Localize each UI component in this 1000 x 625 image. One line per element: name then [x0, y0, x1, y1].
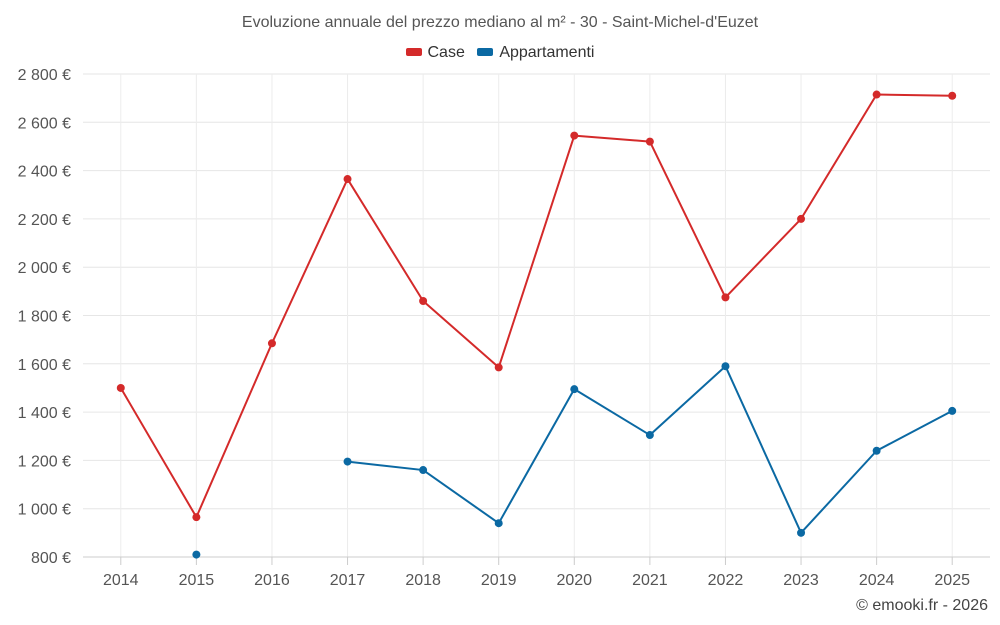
- data-point-appartamenti: [570, 385, 579, 394]
- data-point-appartamenti: [419, 466, 428, 475]
- y-tick-label: 1 000 €: [18, 502, 71, 519]
- x-tick-label: 2023: [783, 572, 819, 589]
- x-tick-label: 2025: [934, 572, 970, 589]
- data-point-appartamenti: [494, 519, 503, 528]
- x-tick-label: 2024: [859, 572, 895, 589]
- data-point-case: [267, 339, 276, 348]
- x-tick-label: 2018: [405, 572, 441, 589]
- data-point-case: [419, 297, 428, 306]
- y-tick-label: 2 200 €: [18, 212, 71, 229]
- y-tick-label: 2 800 €: [18, 67, 71, 84]
- x-tick-label: 2020: [556, 572, 592, 589]
- credits[interactable]: © emooki.fr - 2026: [856, 597, 988, 614]
- y-tick-label: 2 600 €: [18, 115, 71, 132]
- data-point-case: [948, 91, 957, 100]
- data-point-appartamenti: [192, 550, 201, 559]
- data-point-appartamenti: [872, 446, 881, 455]
- data-point-case: [570, 131, 579, 140]
- legend: Case Appartamenti: [0, 44, 1000, 62]
- x-tick-label: 2022: [708, 572, 744, 589]
- legend-item-case[interactable]: Case: [405, 44, 465, 62]
- legend-swatch-case: [405, 47, 422, 56]
- y-tick-label: 2 400 €: [18, 164, 71, 181]
- data-point-appartamenti: [797, 528, 806, 537]
- x-tick-label: 2015: [179, 572, 215, 589]
- legend-swatch-appartamenti: [477, 47, 494, 56]
- data-point-case: [872, 90, 881, 99]
- x-tick-label: 2019: [481, 572, 517, 589]
- x-tick-label: 2016: [254, 572, 290, 589]
- chart-title: Evoluzione annuale del prezzo mediano al…: [241, 14, 759, 31]
- data-point-case: [721, 293, 730, 302]
- y-tick-label: 1 200 €: [18, 453, 71, 470]
- x-tick-label: 2017: [330, 572, 366, 589]
- data-point-case: [645, 137, 654, 146]
- data-point-case: [797, 214, 806, 223]
- y-tick-label: 1 600 €: [18, 357, 71, 374]
- legend-item-appartamenti[interactable]: Appartamenti: [477, 44, 594, 62]
- x-tick-label: 2021: [632, 572, 668, 589]
- y-tick-label: 1 400 €: [18, 405, 71, 422]
- data-point-case: [192, 513, 201, 522]
- data-point-appartamenti: [721, 362, 730, 371]
- y-tick-label: 800 €: [31, 550, 71, 567]
- series-line-case: [119, 93, 953, 519]
- data-point-case: [494, 363, 503, 372]
- legend-label-case: Case: [427, 44, 465, 61]
- y-tick-label: 1 800 €: [18, 309, 71, 326]
- data-point-case: [343, 175, 352, 184]
- x-tick-label: 2014: [103, 572, 139, 589]
- data-point-appartamenti: [645, 431, 654, 440]
- legend-label-appartamenti: Appartamenti: [499, 44, 595, 61]
- y-tick-label: 2 000 €: [18, 260, 71, 277]
- data-point-case: [116, 383, 125, 392]
- data-point-appartamenti: [948, 406, 957, 415]
- data-point-appartamenti: [343, 457, 352, 466]
